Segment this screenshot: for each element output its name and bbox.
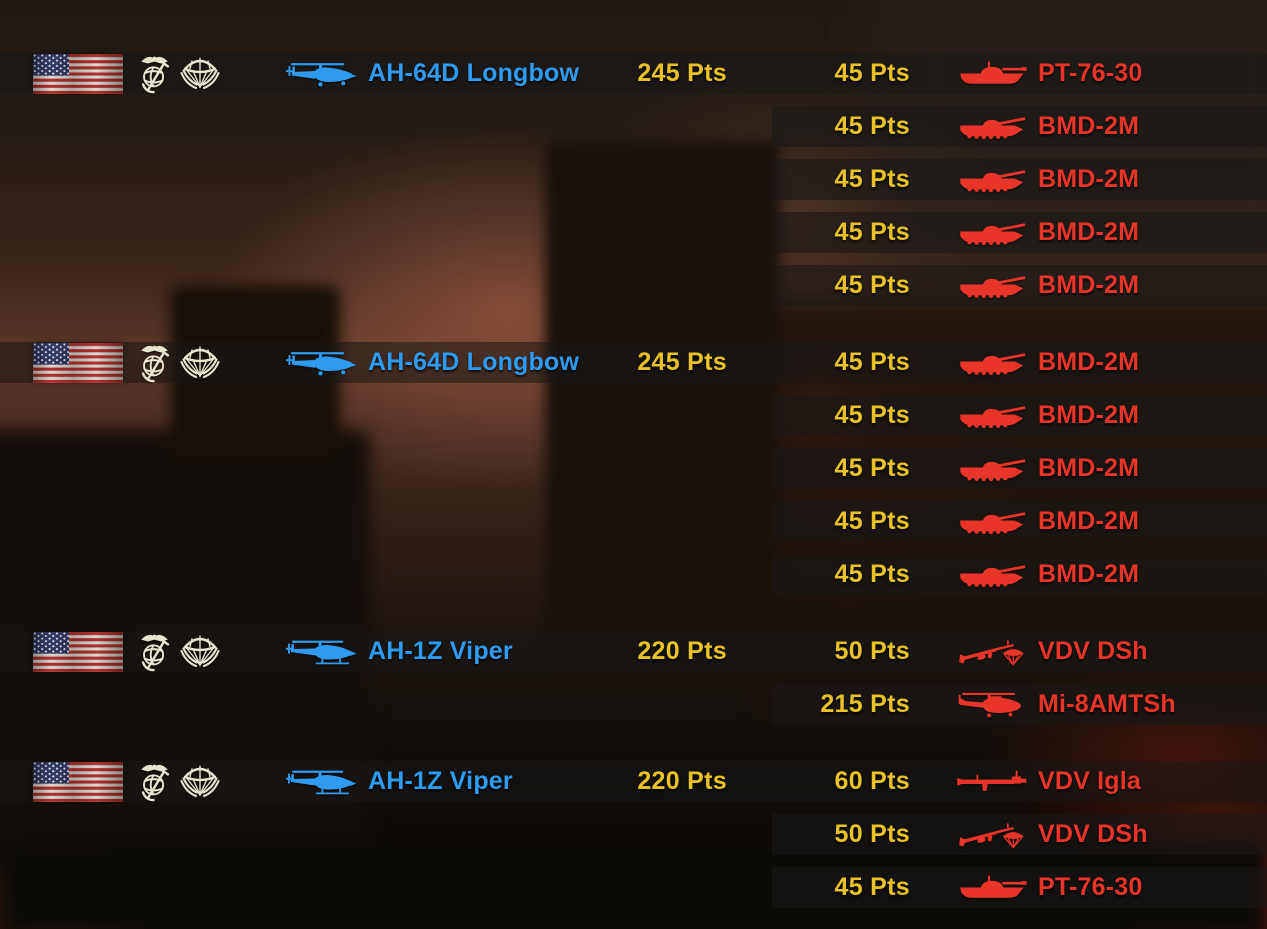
unit-kill-group: AH-1Z Viper 220 Pts 50 Pts VDV DSh 215 P… xyxy=(0,631,1267,725)
kill-row[interactable]: 45 Pts BMD-2M xyxy=(0,501,1267,542)
unit-kill-group: AH-64D Longbow 245 Pts 45 Pts BMD-2M 45 … xyxy=(0,342,1267,595)
kill-points: 45 Pts xyxy=(834,59,910,87)
enemy-unit-name: BMD-2M xyxy=(1038,271,1140,299)
enemy-unit-icon xyxy=(952,106,1032,147)
friendly-unit-name: AH-64D Longbow xyxy=(368,348,580,376)
enemy-unit-icon xyxy=(952,761,1032,802)
enemy-unit-name: BMD-2M xyxy=(1038,112,1140,140)
kill-points: 45 Pts xyxy=(834,165,910,193)
enemy-unit-name: BMD-2M xyxy=(1038,401,1140,429)
enemy-unit-name: Mi-8AMTSh xyxy=(1038,690,1176,718)
unit-row[interactable]: AH-64D Longbow 245 Pts 45 Pts BMD-2M xyxy=(0,342,1267,383)
usmc-ega-icon xyxy=(135,761,174,803)
enemy-unit-icon xyxy=(952,53,1032,94)
enemy-unit-icon xyxy=(952,159,1032,200)
unit-row[interactable]: AH-1Z Viper 220 Pts 60 Pts VDV Igla xyxy=(0,761,1267,802)
kill-points: 215 Pts xyxy=(820,690,910,718)
kill-points: 60 Pts xyxy=(834,767,910,795)
kill-row[interactable]: 45 Pts PT-76-30 xyxy=(0,867,1267,908)
enemy-unit-name: VDV Igla xyxy=(1038,767,1142,795)
enemy-unit-icon xyxy=(952,395,1032,436)
enemy-unit-icon xyxy=(952,684,1032,725)
kill-row[interactable]: 215 Pts Mi-8AMTSh xyxy=(0,684,1267,725)
friendly-unit-name: AH-1Z Viper xyxy=(368,637,513,665)
kill-feed: AH-64D Longbow 245 Pts 45 Pts PT-76-30 4… xyxy=(0,53,1267,908)
kill-row[interactable]: 45 Pts BMD-2M xyxy=(0,265,1267,306)
enemy-unit-name: BMD-2M xyxy=(1038,165,1140,193)
enemy-unit-name: VDV DSh xyxy=(1038,637,1148,665)
unit-kill-group: AH-1Z Viper 220 Pts 60 Pts VDV Igla 50 P… xyxy=(0,761,1267,908)
usmc-ega-icon xyxy=(135,342,174,384)
kill-points: 45 Pts xyxy=(834,873,910,901)
enemy-unit-name: BMD-2M xyxy=(1038,348,1140,376)
unit-kill-group: AH-64D Longbow 245 Pts 45 Pts PT-76-30 4… xyxy=(0,53,1267,306)
enemy-unit-icon xyxy=(952,814,1032,855)
us-flag-icon xyxy=(33,343,123,383)
enemy-unit-name: VDV DSh xyxy=(1038,820,1148,848)
friendly-unit-name: AH-1Z Viper xyxy=(368,767,513,795)
kill-points: 45 Pts xyxy=(834,112,910,140)
usmc-ega-icon xyxy=(135,631,174,673)
enemy-unit-icon xyxy=(952,212,1032,253)
kill-points: 45 Pts xyxy=(834,401,910,429)
enemy-unit-icon xyxy=(952,631,1032,672)
enemy-unit-name: BMD-2M xyxy=(1038,507,1140,535)
unit-row[interactable]: AH-64D Longbow 245 Pts 45 Pts PT-76-30 xyxy=(0,53,1267,94)
friendly-helicopter-icon xyxy=(286,349,357,377)
us-flag-icon xyxy=(33,54,123,94)
parachutist-badge-icon xyxy=(180,633,220,671)
kill-points: 50 Pts xyxy=(834,820,910,848)
kill-row[interactable]: 45 Pts BMD-2M xyxy=(0,106,1267,147)
kill-row[interactable]: 45 Pts BMD-2M xyxy=(0,159,1267,200)
enemy-unit-icon xyxy=(952,448,1032,489)
kill-points: 45 Pts xyxy=(834,454,910,482)
kill-row[interactable]: 45 Pts BMD-2M xyxy=(0,395,1267,436)
background-turret-silhouette-center xyxy=(545,140,780,660)
kill-points: 45 Pts xyxy=(834,348,910,376)
kill-row[interactable]: 45 Pts BMD-2M xyxy=(0,212,1267,253)
kill-row[interactable]: 50 Pts VDV DSh xyxy=(0,814,1267,855)
friendly-helicopter-icon xyxy=(286,638,357,666)
friendly-unit-name: AH-64D Longbow xyxy=(368,59,580,87)
kill-points: 50 Pts xyxy=(834,637,910,665)
enemy-unit-name: PT-76-30 xyxy=(1038,873,1143,901)
enemy-unit-name: BMD-2M xyxy=(1038,218,1140,246)
parachutist-badge-icon xyxy=(180,763,220,801)
kill-row[interactable]: 45 Pts BMD-2M xyxy=(0,448,1267,489)
enemy-unit-icon xyxy=(952,867,1032,908)
kill-points: 45 Pts xyxy=(834,271,910,299)
enemy-unit-name: BMD-2M xyxy=(1038,560,1140,588)
unit-points: 245 Pts xyxy=(637,59,727,87)
us-flag-icon xyxy=(33,762,123,802)
enemy-unit-icon xyxy=(952,342,1032,383)
kill-points: 45 Pts xyxy=(834,507,910,535)
unit-points: 245 Pts xyxy=(637,348,727,376)
friendly-helicopter-icon xyxy=(286,60,357,88)
unit-row[interactable]: AH-1Z Viper 220 Pts 50 Pts VDV DSh xyxy=(0,631,1267,672)
enemy-unit-name: PT-76-30 xyxy=(1038,59,1143,87)
kill-row[interactable]: 45 Pts BMD-2M xyxy=(0,554,1267,595)
kill-points: 45 Pts xyxy=(834,560,910,588)
unit-points: 220 Pts xyxy=(637,767,727,795)
enemy-unit-icon xyxy=(952,501,1032,542)
enemy-unit-icon xyxy=(952,554,1032,595)
enemy-unit-name: BMD-2M xyxy=(1038,454,1140,482)
us-flag-icon xyxy=(33,632,123,672)
parachutist-badge-icon xyxy=(180,55,220,93)
friendly-helicopter-icon xyxy=(286,768,357,796)
enemy-unit-icon xyxy=(952,265,1032,306)
usmc-ega-icon xyxy=(135,53,174,95)
kill-points: 45 Pts xyxy=(834,218,910,246)
unit-points: 220 Pts xyxy=(637,637,727,665)
parachutist-badge-icon xyxy=(180,344,220,382)
